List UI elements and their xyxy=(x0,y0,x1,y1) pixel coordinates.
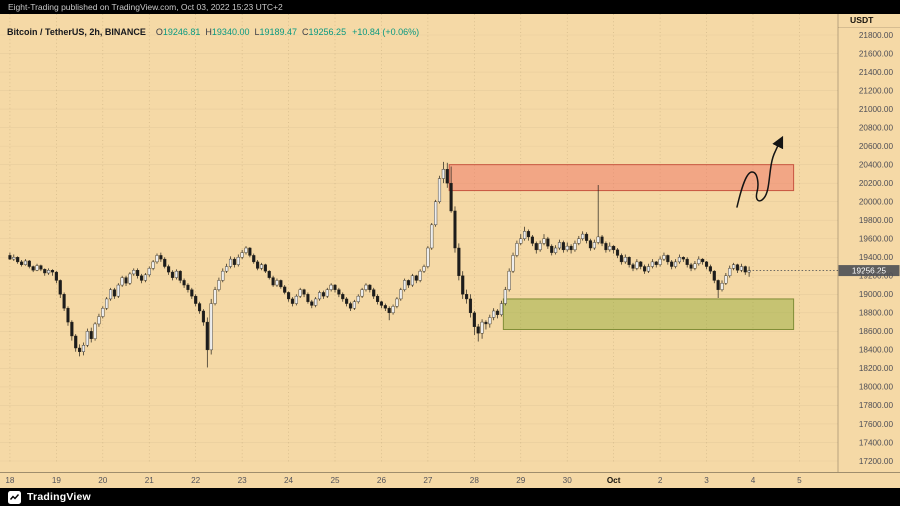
svg-text:19800.00: 19800.00 xyxy=(859,216,894,225)
last-price-badge xyxy=(838,265,900,277)
candles xyxy=(8,161,751,368)
time-axis-label: 29 xyxy=(516,476,526,485)
svg-text:21000.00: 21000.00 xyxy=(859,105,894,114)
time-axis[interactable]: 18 19 20 21 22 23 24 25 26 27 28 29 30 Oct 2 3 4 5 xyxy=(0,472,900,488)
time-axis-label: 19 xyxy=(51,476,61,485)
close-value: 19256.25 xyxy=(308,27,347,37)
time-axis-label: 5 xyxy=(797,476,802,485)
svg-text:18800.00: 18800.00 xyxy=(859,309,894,318)
tradingview-logo-icon[interactable] xyxy=(8,490,21,504)
svg-text:19400.00: 19400.00 xyxy=(859,253,894,262)
time-axis-label: 30 xyxy=(562,476,572,485)
svg-text:20400.00: 20400.00 xyxy=(859,160,894,169)
price-chart[interactable]: 19256.25 21800.00 21600.00 21400.00 21200.0… xyxy=(0,14,900,472)
overlays: 19256.25 xyxy=(736,135,900,277)
svg-text:17800.00: 17800.00 xyxy=(859,401,894,410)
svg-text:20200.00: 20200.00 xyxy=(859,179,894,188)
svg-text:20000.00: 20000.00 xyxy=(859,197,894,206)
projection-arrow-drawing[interactable] xyxy=(736,135,784,208)
svg-text:21400.00: 21400.00 xyxy=(859,68,894,77)
time-axis-label: 4 xyxy=(750,476,756,485)
open-value: 19246.81 xyxy=(162,27,201,37)
svg-text:17600.00: 17600.00 xyxy=(859,420,894,429)
time-axis-label: 21 xyxy=(144,476,154,485)
currency-label: USDT xyxy=(850,15,874,25)
svg-text:21200.00: 21200.00 xyxy=(859,86,894,95)
svg-text:19256.25: 19256.25 xyxy=(852,266,887,275)
time-axis-label: 3 xyxy=(704,476,709,485)
svg-text:19000.00: 19000.00 xyxy=(859,290,894,299)
time-axis-label: 24 xyxy=(284,476,294,485)
low-value: 19189.47 xyxy=(259,27,298,37)
symbol-title[interactable]: Bitcoin / TetherUS, 2h, BINANCE xyxy=(7,27,146,37)
time-axis-label: 27 xyxy=(423,476,433,485)
price-axis[interactable]: 21800.00 21600.00 21400.00 21200.00 21000.00… xyxy=(837,14,900,472)
svg-text:18200.00: 18200.00 xyxy=(859,364,894,373)
high-label: H xyxy=(205,27,212,37)
demand-zone[interactable] xyxy=(502,298,795,330)
svg-text:18600.00: 18600.00 xyxy=(859,327,894,336)
symbol-legend: Bitcoin / TetherUS, 2h, BINANCE O19246.81… xyxy=(7,27,419,37)
attribution-bar: Eight-Trading published on TradingView.c… xyxy=(0,0,900,14)
svg-text:21800.00: 21800.00 xyxy=(859,31,894,40)
high-value: 19340.00 xyxy=(211,27,250,37)
time-axis-label: 20 xyxy=(98,476,108,485)
footer-bar: TradingView xyxy=(0,488,900,506)
svg-text:20800.00: 20800.00 xyxy=(859,123,894,132)
open-label: O xyxy=(155,27,163,37)
low-label: L xyxy=(254,27,260,37)
time-axis-label: 2 xyxy=(657,476,663,485)
drawn-zones[interactable] xyxy=(448,164,795,330)
chart-area[interactable]: 19256.25 21800.00 21600.00 21400.00 21200.0… xyxy=(0,14,900,472)
time-axis-label: 26 xyxy=(376,476,387,485)
close-label: C xyxy=(302,27,309,37)
time-axis-label: Oct xyxy=(606,476,621,485)
time-axis-label: 28 xyxy=(469,476,479,485)
svg-text:18400.00: 18400.00 xyxy=(859,346,894,355)
svg-text:17200.00: 17200.00 xyxy=(859,457,894,466)
time-axis-label: 23 xyxy=(237,476,247,485)
time-axis-label: 22 xyxy=(191,476,201,485)
svg-text:21600.00: 21600.00 xyxy=(859,49,894,58)
supply-zone[interactable] xyxy=(448,164,795,192)
svg-text:20600.00: 20600.00 xyxy=(859,142,894,151)
svg-text:17400.00: 17400.00 xyxy=(859,438,894,447)
change-value: +10.84 (+0.06%) xyxy=(352,27,420,37)
grid-lines xyxy=(0,14,838,464)
tradingview-brand[interactable]: TradingView xyxy=(27,491,91,503)
attribution-text: Eight-Trading published on TradingView.c… xyxy=(8,2,283,12)
time-axis-label: 18 xyxy=(5,476,15,485)
svg-text:18000.00: 18000.00 xyxy=(859,383,894,392)
svg-text:19600.00: 19600.00 xyxy=(859,235,894,244)
time-axis-label: 25 xyxy=(330,476,340,485)
svg-text:19200.00: 19200.00 xyxy=(859,272,894,281)
